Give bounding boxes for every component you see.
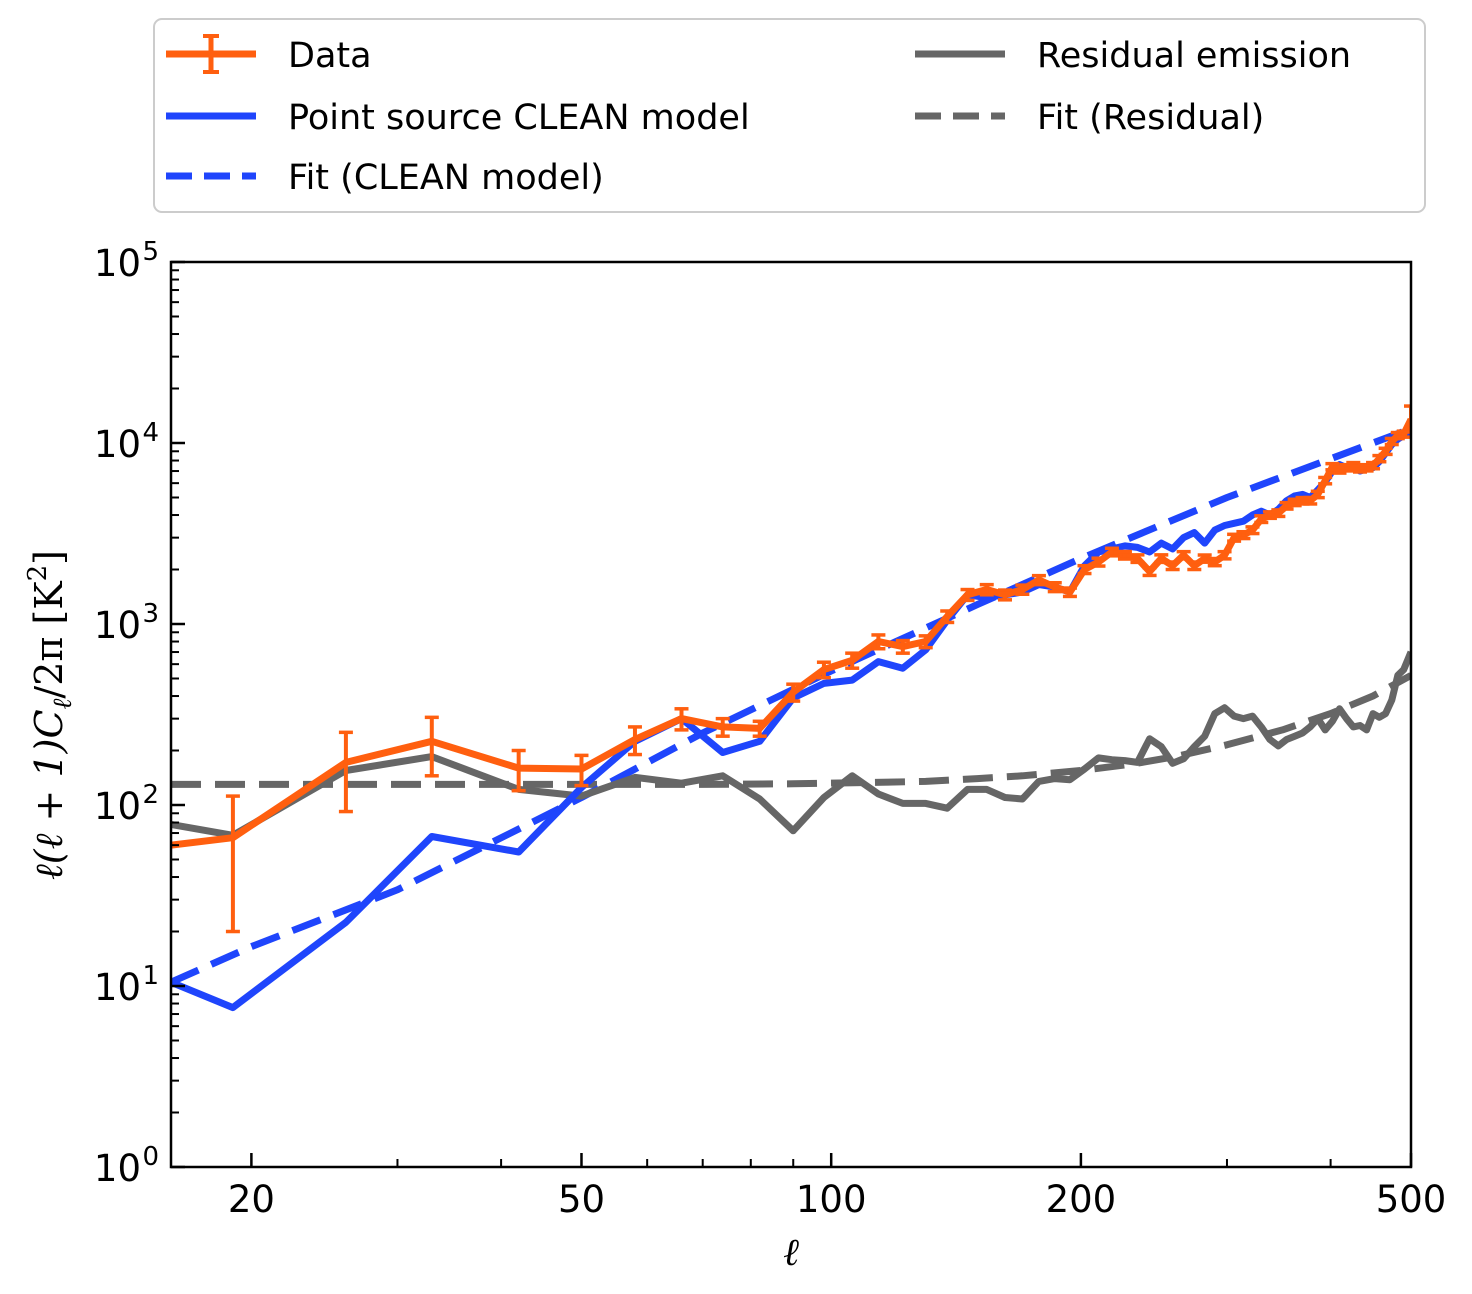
- legend-entry-residual-fit: Fit (Residual): [915, 98, 1264, 138]
- y-axis-title-close: ]: [27, 550, 71, 565]
- series-clean_fit: [171, 425, 1411, 986]
- y-axis-title-tail: /2π [K: [27, 581, 71, 699]
- x-tick-label-100: 100: [796, 1178, 867, 1221]
- series-layer: [171, 404, 1411, 1012]
- legend-label-clean-fit: Fit (CLEAN model): [288, 158, 604, 198]
- series-line-residual: [171, 650, 1411, 839]
- y-tick-label-1e1: 10: [94, 966, 141, 1009]
- legend-entry-data: Data: [166, 34, 372, 76]
- legend-entry-residual: Residual emission: [915, 36, 1351, 76]
- series-data: [171, 404, 1411, 934]
- y-axis-title-main: ℓ(ℓ + 1)C: [27, 709, 71, 880]
- series-line-residual_fit: [171, 672, 1411, 788]
- y-tick-label-exp-1: 1: [142, 961, 159, 991]
- series-line-clean_fit: [171, 425, 1411, 986]
- y-tick-label-1e5: 10: [94, 242, 141, 285]
- y-tick-label-exp-4: 4: [142, 418, 159, 448]
- x-tick-label-200: 200: [1046, 1178, 1117, 1221]
- y-tick-label-exp-2: 2: [142, 780, 159, 810]
- x-tick-label-20: 20: [228, 1178, 275, 1221]
- y-tick-label-1e2: 10: [94, 785, 141, 828]
- y-tick-label-1e4: 10: [94, 423, 141, 466]
- legend-frame: [153, 18, 1426, 213]
- series-residual_fit: [171, 672, 1411, 788]
- y-axis-title: ℓ(ℓ + 1)Cℓ/2π [K2]: [23, 550, 78, 880]
- series-residual: [171, 650, 1411, 839]
- y-axis-title-sub: ℓ: [48, 698, 78, 709]
- x-tick-label-50: 50: [558, 1178, 605, 1221]
- legend-entry-clean: Point source CLEAN model: [166, 98, 750, 138]
- plot-frame: [169, 260, 1413, 1169]
- y-tick-label-exp-3: 3: [142, 599, 159, 629]
- tick-layer: [171, 260, 1413, 1169]
- y-tick-label-exp-5: 5: [142, 237, 159, 267]
- y-axis-title-sup: 2: [23, 565, 53, 582]
- y-tick-label-exp-0: 0: [142, 1142, 159, 1172]
- legend-label-residual: Residual emission: [1037, 36, 1351, 76]
- legend: Data Point source CLEAN model Fit (CLEAN…: [153, 18, 1426, 213]
- legend-label-data: Data: [288, 36, 372, 76]
- x-axis-title: ℓ: [783, 1230, 799, 1274]
- legend-label-clean: Point source CLEAN model: [288, 98, 750, 138]
- y-tick-label-1e3: 10: [94, 604, 141, 647]
- series-line-clean: [171, 428, 1411, 1012]
- x-tick-label-500: 500: [1376, 1178, 1447, 1221]
- series-clean: [171, 428, 1411, 1012]
- legend-entry-clean-fit: Fit (CLEAN model): [166, 158, 604, 198]
- legend-label-residual-fit: Fit (Residual): [1037, 98, 1264, 138]
- y-tick-label-1e0: 10: [94, 1147, 141, 1190]
